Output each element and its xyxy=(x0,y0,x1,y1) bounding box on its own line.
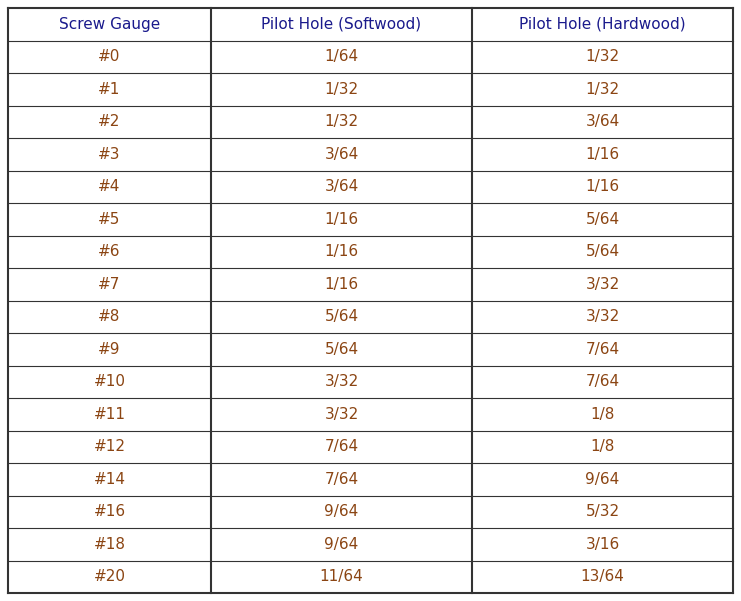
Text: #16: #16 xyxy=(93,504,125,519)
Text: Screw Gauge: Screw Gauge xyxy=(59,17,160,32)
Text: 3/64: 3/64 xyxy=(325,147,359,162)
Text: 1/16: 1/16 xyxy=(585,179,619,194)
Text: 1/8: 1/8 xyxy=(591,439,615,454)
Text: 1/32: 1/32 xyxy=(325,114,359,129)
Text: #9: #9 xyxy=(99,342,121,357)
Text: 5/64: 5/64 xyxy=(325,342,359,357)
Text: 5/64: 5/64 xyxy=(585,244,619,259)
Text: 5/64: 5/64 xyxy=(325,310,359,325)
Text: 1/16: 1/16 xyxy=(585,147,619,162)
Text: 3/32: 3/32 xyxy=(585,276,619,291)
Text: 3/64: 3/64 xyxy=(325,179,359,194)
Text: #12: #12 xyxy=(93,439,125,454)
Text: Pilot Hole (Hardwood): Pilot Hole (Hardwood) xyxy=(519,17,686,32)
Text: 1/16: 1/16 xyxy=(325,212,359,227)
Text: 7/64: 7/64 xyxy=(585,374,619,389)
Text: 5/64: 5/64 xyxy=(585,212,619,227)
Text: 9/64: 9/64 xyxy=(325,537,359,552)
Text: #10: #10 xyxy=(93,374,125,389)
Text: 1/8: 1/8 xyxy=(591,407,615,422)
Text: 3/16: 3/16 xyxy=(585,537,619,552)
Text: Pilot Hole (Softwood): Pilot Hole (Softwood) xyxy=(262,17,422,32)
Text: 7/64: 7/64 xyxy=(325,472,359,487)
Text: 1/64: 1/64 xyxy=(325,49,359,64)
Text: 9/64: 9/64 xyxy=(325,504,359,519)
Text: 11/64: 11/64 xyxy=(319,569,363,584)
Text: #18: #18 xyxy=(93,537,125,552)
Text: 1/16: 1/16 xyxy=(325,276,359,291)
Text: #4: #4 xyxy=(99,179,121,194)
Text: #8: #8 xyxy=(99,310,121,325)
Text: #11: #11 xyxy=(93,407,125,422)
Text: 7/64: 7/64 xyxy=(325,439,359,454)
Text: #20: #20 xyxy=(93,569,125,584)
Text: #6: #6 xyxy=(99,244,121,259)
Text: 13/64: 13/64 xyxy=(580,569,625,584)
Text: #3: #3 xyxy=(99,147,121,162)
Text: 9/64: 9/64 xyxy=(585,472,619,487)
Text: 3/32: 3/32 xyxy=(585,310,619,325)
Text: #7: #7 xyxy=(99,276,121,291)
Text: 1/32: 1/32 xyxy=(325,82,359,97)
Text: #2: #2 xyxy=(99,114,121,129)
Text: #14: #14 xyxy=(93,472,125,487)
Text: #5: #5 xyxy=(99,212,121,227)
Text: #0: #0 xyxy=(99,49,121,64)
Text: 7/64: 7/64 xyxy=(585,342,619,357)
Text: 3/32: 3/32 xyxy=(325,407,359,422)
Text: 1/32: 1/32 xyxy=(585,49,619,64)
Text: 3/64: 3/64 xyxy=(585,114,619,129)
Text: 1/16: 1/16 xyxy=(325,244,359,259)
Text: #1: #1 xyxy=(99,82,121,97)
Text: 1/32: 1/32 xyxy=(585,82,619,97)
Text: 5/32: 5/32 xyxy=(585,504,619,519)
Text: 3/32: 3/32 xyxy=(325,374,359,389)
